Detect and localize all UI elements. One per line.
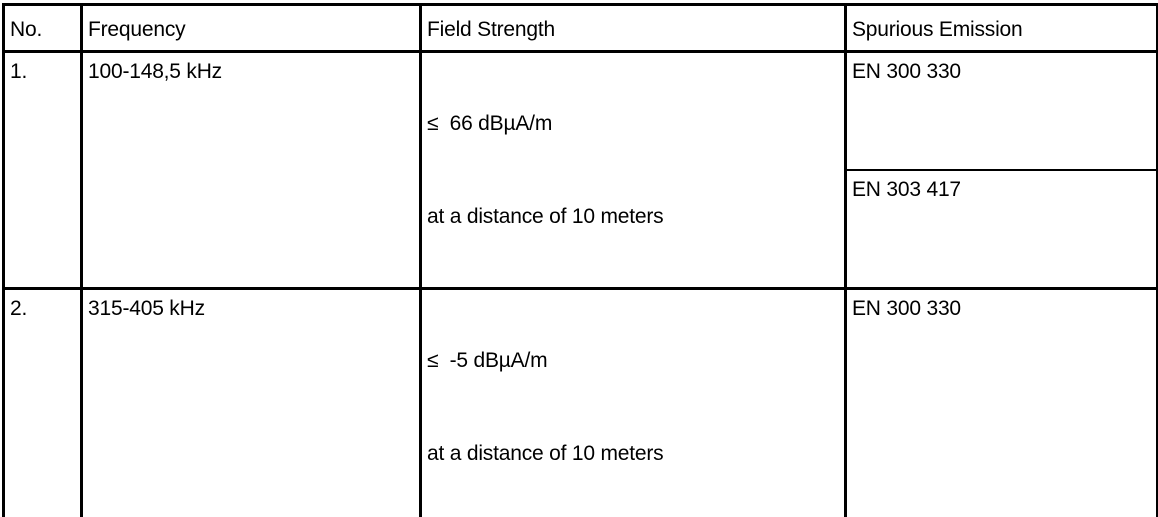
cell-field-strength: ≤ 66 dBµA/m at a distance of 10 meters xyxy=(419,50,847,290)
table-row-2: 2. 315-405 kHz ≤ -5 dBµA/m at a distance… xyxy=(2,287,1158,517)
cell-frequency: 315-405 kHz xyxy=(80,287,422,517)
table-body: 1. 100-148,5 kHz ≤ 66 dBµA/m at a distan… xyxy=(2,50,1158,517)
cell-no: 1. xyxy=(2,50,83,290)
cell-spurious-standard: EN 300 330 xyxy=(844,287,1158,517)
cell-frequency: 100-148,5 kHz xyxy=(80,50,422,290)
header-field-strength: Field Strength xyxy=(419,3,847,53)
table-row-1: 1. 100-148,5 kHz ≤ 66 dBµA/m at a distan… xyxy=(2,50,1158,290)
header-no: No. xyxy=(2,3,83,53)
cell-spurious-standard: EN 300 330 xyxy=(844,50,1158,171)
rf-emission-spec-table: No. Frequency Field Strength Spurious Em… xyxy=(2,3,1158,517)
field-strength-limit: ≤ -5 dBµA/m xyxy=(427,349,548,372)
field-strength-condition: at a distance of 10 meters xyxy=(427,442,664,465)
table-header: No. Frequency Field Strength Spurious Em… xyxy=(2,3,1158,53)
cell-field-strength: ≤ -5 dBµA/m at a distance of 10 meters xyxy=(419,287,847,517)
field-strength-condition: at a distance of 10 meters xyxy=(427,205,664,228)
cell-spurious-standard: EN 303 417 xyxy=(844,169,1158,290)
table-header-row: No. Frequency Field Strength Spurious Em… xyxy=(2,3,1158,53)
table-row-1-subrow: EN 303 417 xyxy=(4,169,1158,290)
field-strength-limit: ≤ 66 dBµA/m xyxy=(427,112,553,135)
header-frequency: Frequency xyxy=(80,3,422,53)
cell-no: 2. xyxy=(2,287,83,517)
header-spurious-emission: Spurious Emission xyxy=(844,3,1158,53)
